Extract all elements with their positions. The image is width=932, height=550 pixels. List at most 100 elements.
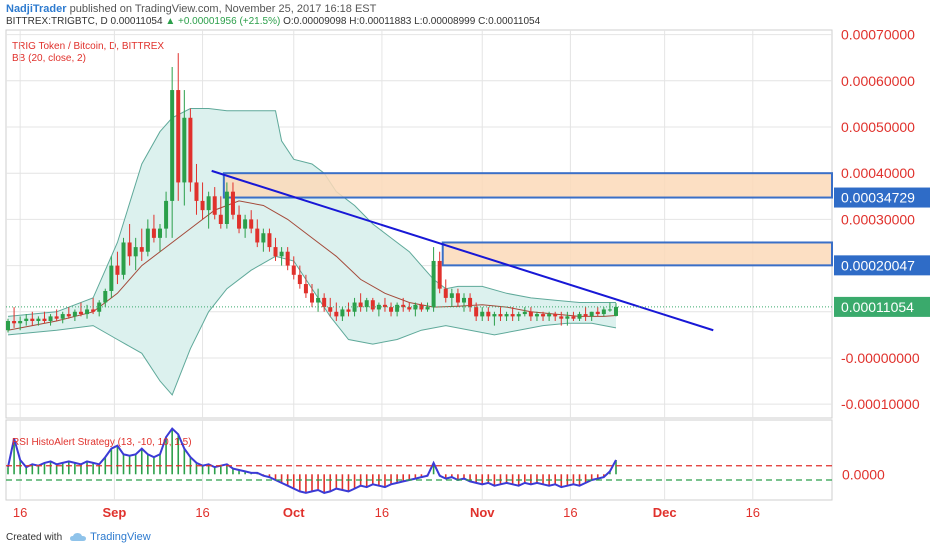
candle-body xyxy=(121,242,126,275)
chart-legend-title[interactable]: TRIG Token / Bitcoin, D, BITTREX xyxy=(12,41,165,52)
candle-body xyxy=(12,321,17,324)
candle xyxy=(139,228,144,261)
candle-body xyxy=(480,311,485,317)
candle xyxy=(218,196,223,229)
candle xyxy=(206,191,211,229)
candle xyxy=(541,311,546,321)
candle xyxy=(468,293,473,312)
candle xyxy=(310,284,314,308)
candle-body xyxy=(370,300,375,310)
bb-legend[interactable]: BB (20, close, 2) xyxy=(12,53,86,64)
candle-body xyxy=(583,314,588,317)
rsi-legend[interactable]: RSI HistoAlert Strategy (13, -10, 10, 1.… xyxy=(12,437,192,448)
candle-body xyxy=(237,214,242,229)
candle xyxy=(297,265,302,289)
candle-body xyxy=(474,307,479,317)
candle-body xyxy=(322,297,327,308)
candle-body xyxy=(273,247,278,257)
candle-body xyxy=(78,311,83,315)
x-tick-label: 16 xyxy=(13,505,27,520)
candle xyxy=(182,90,187,206)
candle-body xyxy=(413,304,418,310)
candle xyxy=(413,302,418,317)
candle xyxy=(285,247,290,271)
candle-body xyxy=(133,247,138,257)
candle xyxy=(486,307,491,321)
candle xyxy=(36,316,41,326)
candle xyxy=(601,307,606,317)
candle-body xyxy=(358,302,363,308)
candle-body xyxy=(419,304,424,310)
candle-body xyxy=(72,311,77,317)
candle-body xyxy=(316,297,321,303)
candle xyxy=(66,307,71,319)
zone-box-1 xyxy=(222,172,833,199)
candle-body xyxy=(334,311,339,317)
candle xyxy=(419,302,424,312)
candle-body xyxy=(462,297,466,303)
candle-body xyxy=(297,274,302,285)
publish-info: published on TradingView.com, November 2… xyxy=(69,3,377,15)
candle-body xyxy=(194,182,199,201)
candle-body xyxy=(261,233,266,243)
candle xyxy=(188,108,193,192)
candle xyxy=(443,279,448,303)
candle-body xyxy=(200,200,205,211)
candle-body xyxy=(310,293,314,303)
author-name[interactable]: NadjiTrader xyxy=(6,3,67,15)
candle xyxy=(170,66,175,238)
candle xyxy=(522,307,527,317)
candle xyxy=(492,311,497,326)
candle-body xyxy=(486,311,491,317)
candle xyxy=(18,316,23,331)
candle-body xyxy=(158,228,162,238)
rsi-line xyxy=(7,427,617,494)
candle-body xyxy=(291,265,296,275)
candle xyxy=(559,311,564,326)
candle-body xyxy=(328,307,333,312)
candle xyxy=(583,307,588,321)
x-tick-label: 16 xyxy=(746,505,760,520)
candle xyxy=(571,311,576,321)
candle-body xyxy=(6,321,10,331)
x-tick-label: 16 xyxy=(375,505,389,520)
ohlc-values: O:0.00009098 H:0.00011883 L:0.00008999 C… xyxy=(283,16,541,27)
price-change: ▲ +0.00001956 (+21.5%) xyxy=(165,16,281,27)
candle-body xyxy=(589,311,594,317)
candle-body xyxy=(285,251,290,266)
candle xyxy=(151,214,156,243)
level-label-box xyxy=(834,255,930,276)
candle xyxy=(401,297,406,312)
candle-body xyxy=(407,307,412,310)
candle-body xyxy=(382,304,387,308)
candle xyxy=(200,182,205,220)
symbol-line: BITTREX:TRIGBTC, D 0.00011054 xyxy=(6,16,163,27)
candle-body xyxy=(188,117,193,183)
candle xyxy=(145,219,150,257)
candle-body xyxy=(492,314,497,317)
candle-body xyxy=(109,265,114,291)
candle-body xyxy=(547,314,552,317)
candle-body xyxy=(468,297,473,308)
level-label-box xyxy=(834,187,930,208)
tradingview-brand[interactable]: TradingView xyxy=(90,531,151,543)
candle-body xyxy=(364,300,369,308)
x-tick-label: Sep xyxy=(102,505,126,520)
candle-body xyxy=(425,307,430,310)
candle-body xyxy=(528,311,533,317)
candle-body xyxy=(559,316,564,319)
candle xyxy=(395,302,400,317)
y-tick-label: 0.00030000 xyxy=(841,211,915,227)
symbol-header: BITTREX:TRIGBTC, D 0.00011054 ▲ +0.00001… xyxy=(6,16,540,27)
candle-body xyxy=(24,318,29,321)
candle xyxy=(334,302,339,321)
candle-body xyxy=(395,304,400,312)
candle xyxy=(614,303,618,317)
price-chart[interactable]: 0.00070000 0.00060000 0.00050000 0.00040000… xyxy=(0,0,932,530)
candle xyxy=(528,307,533,321)
y-tick-label: 0.00060000 xyxy=(841,73,915,89)
main-pane-border xyxy=(5,29,833,419)
y-tick-label: 0.00040000 xyxy=(841,165,915,181)
candle xyxy=(547,311,552,321)
candle xyxy=(230,182,235,220)
